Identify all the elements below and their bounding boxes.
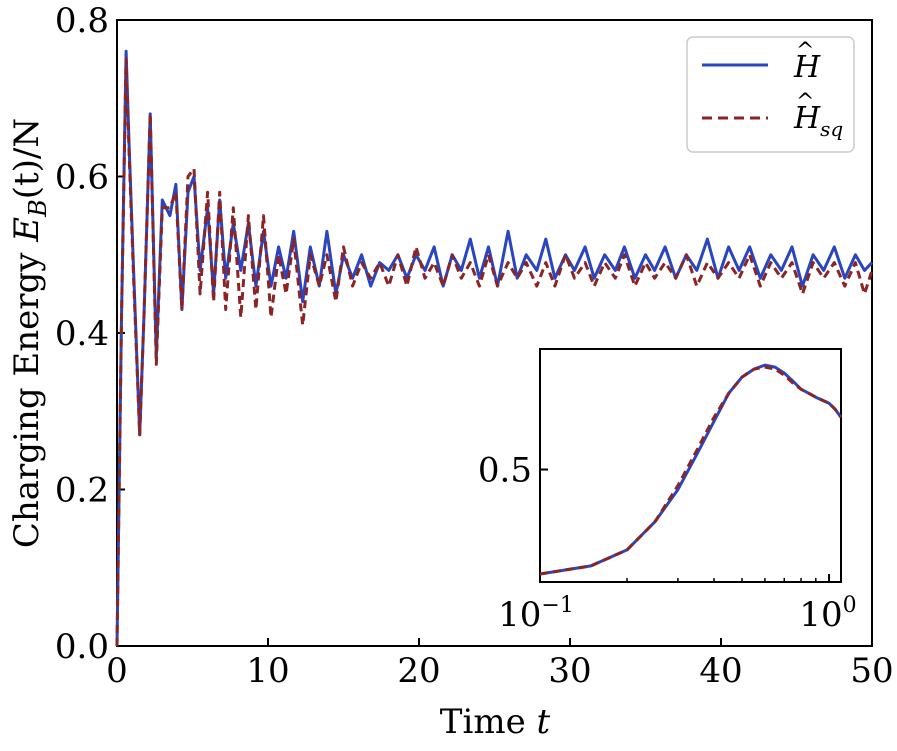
x-tick-label: 30 — [548, 651, 591, 691]
y-tick-label: 0.2 — [55, 471, 109, 511]
inset-xtick-high-base: 10 — [799, 595, 842, 635]
inset-xtick-high-exp: 0 — [843, 593, 857, 618]
main-axis-ticks: 0 10 20 30 40 500.00.20.40.60.8 — [55, 1, 894, 691]
legend-label-hsq-base: H — [793, 101, 821, 136]
main-series-group — [115, 49, 874, 647]
legend-label-h: H — [793, 50, 821, 85]
y-axis-label: Charging Energy EB(t)/N — [7, 118, 52, 548]
legend: H ^ Hsq ^ — [686, 36, 855, 153]
y-axis-label-prefix: Charging Energy — [7, 242, 47, 548]
x-tick-label: 50 — [850, 651, 893, 691]
y-axis-label-e: E — [7, 217, 47, 243]
inset-xtick-low-exp: −1 — [541, 593, 573, 618]
y-tick-label: 0.6 — [55, 158, 109, 198]
inset-xtick-label-low: 10−1 — [498, 593, 574, 635]
legend-hat-hsq: ^ — [796, 90, 814, 115]
y-axis-label-sub: B — [24, 199, 52, 218]
y-tick-label: 0.8 — [55, 1, 109, 41]
x-axis-label: Time t — [440, 702, 551, 742]
x-tick-label: 10 — [246, 651, 289, 691]
y-tick-label: 0.4 — [55, 314, 109, 354]
legend-label-h-base: H — [793, 50, 821, 85]
x-axis-label-text: Time — [440, 702, 537, 742]
inset-xtick-low-base: 10 — [498, 595, 541, 635]
y-tick-label: 0.0 — [55, 627, 109, 667]
inset-y-tick-label: 0.5 — [478, 451, 532, 491]
inset-axis-ticks: 0.5 — [478, 451, 831, 582]
y-axis-label-suffix: (t)/N — [7, 118, 47, 199]
inset-series-line-hsq — [539, 365, 843, 576]
legend-label-hsq-sub: sq — [820, 117, 843, 141]
x-tick-label: 40 — [699, 651, 742, 691]
inset-series-group — [539, 363, 843, 576]
inset-xtick-label-high: 100 — [799, 593, 856, 635]
legend-hat-h: ^ — [796, 39, 814, 64]
x-tick-label: 0 — [106, 651, 128, 691]
inset: 0.5 10−1 100 — [478, 348, 857, 635]
x-tick-label: 20 — [397, 651, 440, 691]
legend-label-hsq: Hsq — [793, 101, 843, 141]
x-axis-label-var: t — [537, 702, 551, 742]
series-line-hsq — [115, 57, 874, 647]
